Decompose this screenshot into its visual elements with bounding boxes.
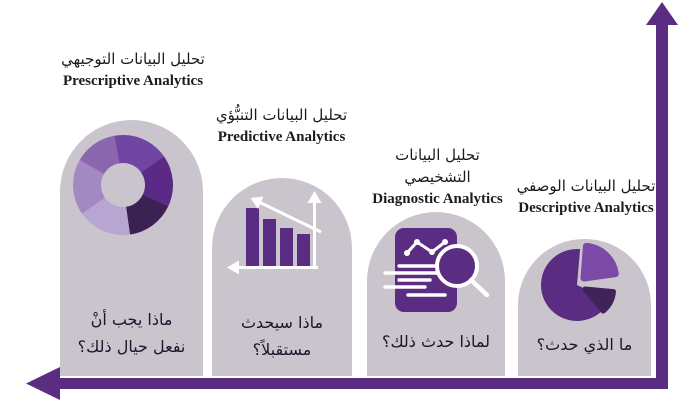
- header-diagnostic-arabic: تحليل البيانات التشخيصي: [395, 146, 480, 186]
- header-descriptive: تحليل البيانات الوصفي Descriptive Analyt…: [512, 175, 660, 218]
- question-predictive: ماذا سيحدث مستقبلاً؟: [212, 309, 352, 363]
- report-magnifier-icon: [383, 228, 490, 312]
- header-diagnostic: تحليل البيانات التشخيصي Diagnostic Analy…: [360, 144, 515, 209]
- header-prescriptive-arabic: تحليل البيانات التوجيهي: [61, 50, 205, 68]
- header-descriptive-arabic: تحليل البيانات الوصفي: [516, 177, 656, 195]
- question-line: ماذا يجب أنْ: [90, 310, 173, 329]
- horizontal-axis-line: [57, 378, 668, 389]
- donut-chart-icon: [72, 135, 174, 235]
- header-predictive: تحليل البيانات التنبُّؤي Predictive Anal…: [204, 104, 359, 147]
- question-diagnostic: لماذا حدث ذلك؟: [367, 328, 505, 355]
- header-prescriptive-english: Prescriptive Analytics: [62, 73, 204, 89]
- question-line: ما الذي حدث؟: [536, 335, 633, 354]
- header-descriptive-english: Descriptive Analytics: [518, 200, 654, 216]
- header-prescriptive: تحليل البيانات التوجيهي Prescriptive Ana…: [48, 48, 218, 91]
- question-line: نفعل حيال ذلك؟: [77, 337, 186, 356]
- pie-chart-icon: [540, 243, 619, 322]
- header-predictive-english: Predictive Analytics: [217, 129, 346, 145]
- column-predictive: [212, 178, 352, 376]
- question-line: لماذا حدث ذلك؟: [381, 332, 491, 351]
- header-predictive-arabic: تحليل البيانات التنبُّؤي: [215, 106, 348, 124]
- up-arrowhead-icon: [646, 2, 678, 25]
- bar-chart-trend-icon: [227, 191, 322, 275]
- header-diagnostic-english: Diagnostic Analytics: [372, 191, 503, 207]
- left-arrowhead-icon: [26, 367, 60, 400]
- question-prescriptive: ماذا يجب أنْ نفعل حيال ذلك؟: [60, 306, 203, 360]
- question-descriptive: ما الذي حدث؟: [518, 331, 651, 358]
- question-line: مستقبلاً؟: [252, 340, 312, 359]
- question-line: ماذا سيحدث: [240, 313, 324, 332]
